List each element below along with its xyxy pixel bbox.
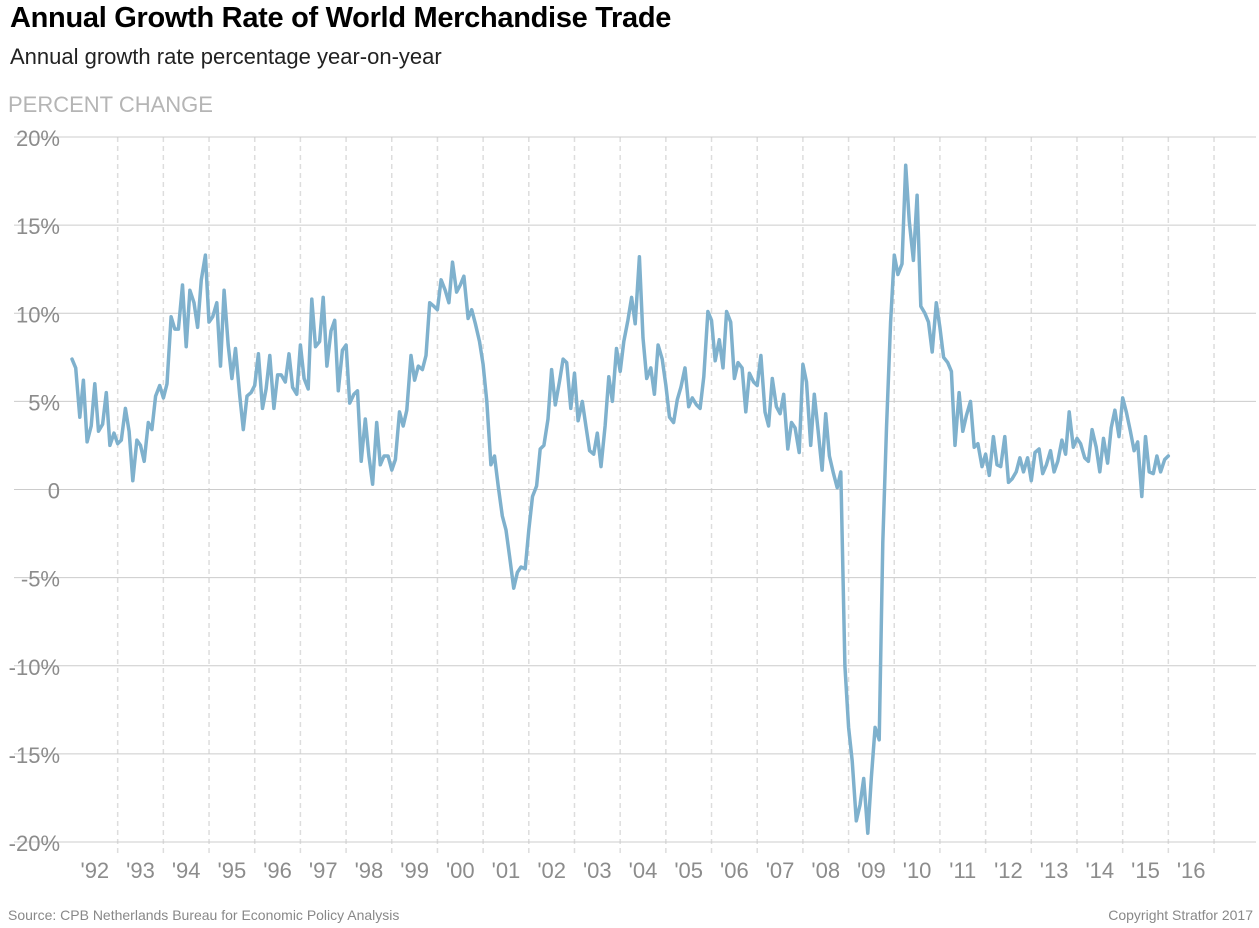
x-tick-label: '16	[1177, 858, 1206, 883]
y-tick-label: -15%	[9, 743, 60, 768]
x-axis-ticks: '92 '93 '94 '95 '96 '97 '98 '99 '00 '01 '02 '03 '04 '…	[81, 858, 1206, 883]
y-tick-label: -5%	[21, 567, 60, 592]
x-tick-label: '06	[720, 858, 749, 883]
x-tick-label: '99	[400, 858, 429, 883]
x-tick-label: '95	[218, 858, 247, 883]
chart-subtitle: Annual growth rate percentage year-on-ye…	[10, 44, 442, 69]
year-separators	[116, 137, 1215, 856]
x-tick-label: '08	[811, 858, 840, 883]
x-tick-label: '93	[126, 858, 155, 883]
series-line	[70, 163, 1171, 835]
x-tick-label: '96	[263, 858, 292, 883]
y-tick-label: -10%	[9, 655, 60, 680]
x-tick-label: '92	[81, 858, 110, 883]
x-tick-label: '12	[994, 858, 1023, 883]
y-tick-label: -20%	[9, 831, 60, 856]
x-tick-label: '02	[537, 858, 566, 883]
x-tick-label: '98	[355, 858, 384, 883]
y-tick-label: 20%	[16, 126, 60, 151]
x-tick-label: '14	[1085, 858, 1114, 883]
y-axis-ticks: 20% 15% 10% 5% 0 -5% -10% -15% -20%	[9, 126, 60, 856]
x-tick-label: '15	[1131, 858, 1160, 883]
x-tick-label: '11	[949, 858, 976, 883]
x-tick-label: '97	[309, 858, 338, 883]
x-tick-label: '94	[172, 858, 201, 883]
horizontal-gridlines	[14, 136, 1256, 843]
x-tick-label: '13	[1040, 858, 1069, 883]
x-tick-label: '10	[903, 858, 932, 883]
chart-title: Annual Growth Rate of World Merchandise …	[10, 2, 672, 34]
y-tick-label: 10%	[16, 302, 60, 327]
y-tick-label: 0	[48, 479, 60, 504]
x-tick-label: '07	[766, 858, 795, 883]
x-tick-label: '00	[446, 858, 475, 883]
x-tick-label: '01	[492, 858, 521, 883]
x-tick-label: '09	[857, 858, 886, 883]
y-axis-unit-label: PERCENT CHANGE	[8, 92, 213, 117]
source-note: Source: CPB Netherlands Bureau for Econo…	[8, 907, 400, 923]
x-tick-label: '04	[629, 858, 658, 883]
copyright-note: Copyright Stratfor 2017	[1108, 907, 1253, 923]
y-tick-label: 15%	[16, 214, 60, 239]
y-tick-label: 5%	[28, 390, 60, 415]
x-tick-label: '03	[583, 858, 612, 883]
series-group	[70, 163, 1171, 835]
x-tick-label: '05	[674, 858, 703, 883]
